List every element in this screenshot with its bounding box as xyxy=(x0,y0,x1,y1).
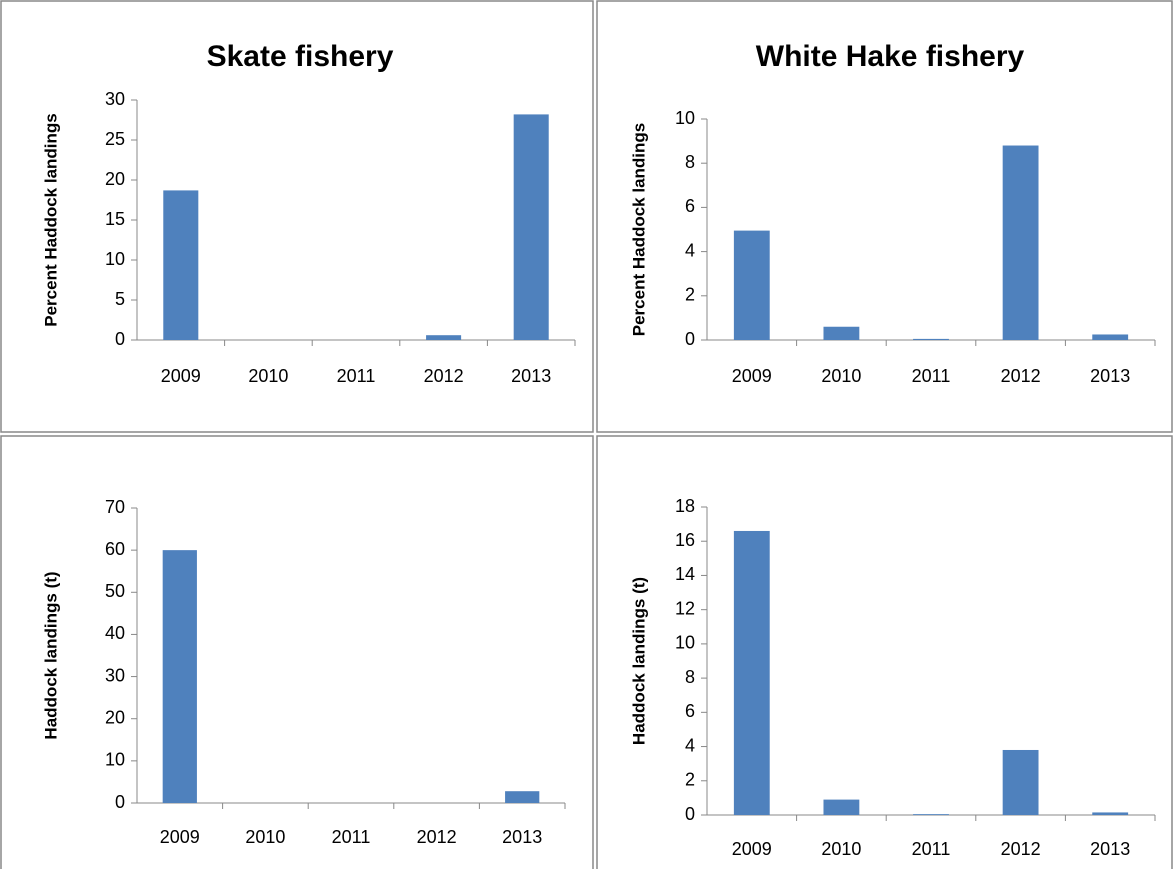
y-tick-label: 16 xyxy=(675,530,695,550)
y-tick-label: 10 xyxy=(105,249,125,269)
y-tick-label: 10 xyxy=(675,633,695,653)
y-tick-label: 20 xyxy=(105,707,125,727)
y-tick-label: 6 xyxy=(685,196,695,216)
y-tick-label: 4 xyxy=(685,240,695,260)
panel-frame xyxy=(596,0,1173,433)
chart-title: Skate fishery xyxy=(207,40,394,73)
panel-frame xyxy=(596,435,1173,869)
y-tick-label: 2 xyxy=(685,285,695,305)
bar xyxy=(823,799,860,815)
x-tick-label: 2010 xyxy=(821,839,861,859)
x-tick-label: 2011 xyxy=(332,827,371,847)
y-tick-label: 6 xyxy=(685,701,695,721)
panel-frame xyxy=(0,435,594,869)
bar xyxy=(1092,334,1129,340)
y-tick-label: 15 xyxy=(105,209,125,229)
x-tick-label: 2009 xyxy=(732,839,772,859)
y-tick-label: 12 xyxy=(675,598,695,618)
bar xyxy=(823,326,860,340)
y-tick-label: 20 xyxy=(105,169,125,189)
y-axis-label: Haddock landings (t) xyxy=(629,577,648,745)
chart-title: White Hake fishery xyxy=(756,40,1025,73)
x-tick-label: 2013 xyxy=(1090,366,1130,386)
x-tick-label: 2013 xyxy=(502,827,542,847)
x-tick-label: 2009 xyxy=(732,366,772,386)
y-tick-label: 60 xyxy=(105,539,125,559)
y-axis-label: Percent Haddock landings xyxy=(41,113,60,327)
y-tick-label: 0 xyxy=(685,329,695,349)
y-tick-label: 10 xyxy=(675,108,695,128)
y-tick-label: 0 xyxy=(115,329,125,349)
x-tick-label: 2011 xyxy=(912,366,951,386)
y-tick-label: 70 xyxy=(105,497,125,517)
bar xyxy=(1092,812,1129,815)
x-tick-label: 2012 xyxy=(417,827,457,847)
y-tick-label: 14 xyxy=(675,564,695,584)
x-tick-label: 2010 xyxy=(248,366,288,386)
y-tick-label: 0 xyxy=(115,792,125,812)
bar xyxy=(913,814,949,815)
y-tick-label: 40 xyxy=(105,623,125,643)
bar xyxy=(733,530,770,815)
bar xyxy=(513,114,549,341)
bar xyxy=(1002,749,1039,815)
x-tick-label: 2011 xyxy=(337,366,376,386)
y-tick-label: 50 xyxy=(105,581,125,601)
x-tick-label: 2012 xyxy=(424,366,464,386)
x-tick-label: 2010 xyxy=(245,827,285,847)
x-tick-label: 2009 xyxy=(160,827,200,847)
bar xyxy=(505,791,540,803)
y-tick-label: 25 xyxy=(105,129,125,149)
y-tick-label: 8 xyxy=(685,667,695,687)
bar xyxy=(162,550,197,803)
y-tick-label: 30 xyxy=(105,89,125,109)
y-axis-label: Percent Haddock landings xyxy=(629,123,648,337)
x-tick-label: 2012 xyxy=(1001,366,1041,386)
y-tick-label: 18 xyxy=(675,496,695,516)
x-tick-label: 2011 xyxy=(912,839,951,859)
y-tick-label: 2 xyxy=(685,770,695,790)
bar xyxy=(733,230,770,340)
x-tick-label: 2010 xyxy=(821,366,861,386)
y-tick-label: 10 xyxy=(105,750,125,770)
y-tick-label: 4 xyxy=(685,735,695,755)
panel-frame xyxy=(0,0,594,433)
x-tick-label: 2013 xyxy=(1090,839,1130,859)
x-tick-label: 2012 xyxy=(1001,839,1041,859)
y-tick-label: 5 xyxy=(115,289,125,309)
bar xyxy=(1002,145,1039,340)
x-tick-label: 2009 xyxy=(161,366,201,386)
y-tick-label: 30 xyxy=(105,665,125,685)
bar xyxy=(426,335,462,340)
y-tick-label: 0 xyxy=(685,804,695,824)
y-tick-label: 8 xyxy=(685,152,695,172)
bar xyxy=(913,338,949,340)
x-tick-label: 2013 xyxy=(511,366,551,386)
y-axis-label: Haddock landings (t) xyxy=(41,571,60,739)
bar xyxy=(163,190,199,340)
